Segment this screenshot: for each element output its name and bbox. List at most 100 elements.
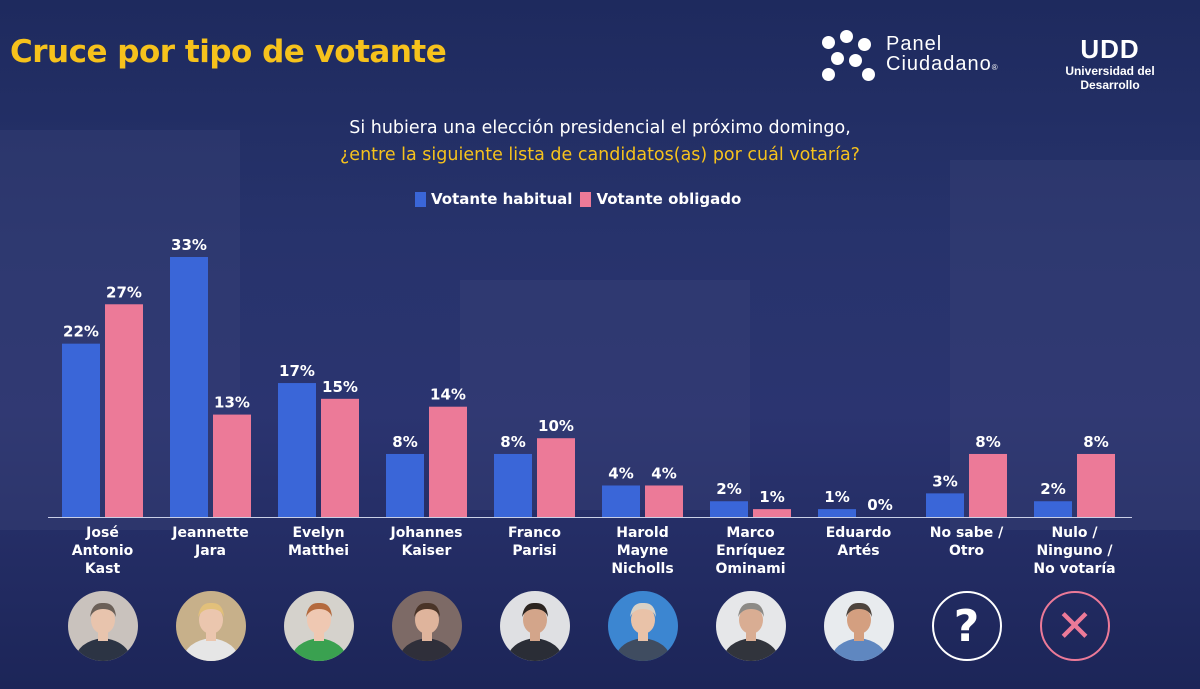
bar-habitual — [278, 383, 316, 517]
bar-habitual — [710, 501, 748, 517]
category-label: Marco — [726, 525, 775, 541]
avatar-meo — [715, 591, 786, 661]
data-label-habitual: 22% — [63, 323, 99, 341]
panel-ciudadano-logo: Panel Ciudadano® — [822, 30, 999, 82]
category-label: Johannes — [389, 525, 462, 541]
legend-swatch-habitual — [415, 191, 426, 207]
brand-panel-line1: Panel — [886, 33, 943, 55]
chart-legend: Votante habitual Votante obligado — [415, 190, 749, 208]
portrait-icon — [289, 602, 348, 661]
data-label-obligado: 13% — [214, 394, 250, 412]
data-label-obligado: 14% — [430, 386, 466, 404]
avatar-matthei — [283, 591, 354, 661]
category-label: Ominami — [715, 561, 785, 577]
question-line2: ¿entre la siguiente lista de candidatos(… — [340, 145, 860, 165]
bar-obligado — [1077, 453, 1115, 517]
brand-panel-line2: Ciudadano — [886, 53, 992, 75]
bar-habitual — [818, 509, 856, 517]
category-label: José — [85, 525, 119, 541]
bar-habitual — [926, 493, 964, 517]
bar-habitual — [62, 343, 100, 517]
category-label: Mayne — [617, 543, 669, 559]
data-label-obligado: 27% — [106, 283, 142, 301]
panel-ciudadano-dots-icon — [822, 30, 880, 82]
category-label: Franco — [508, 525, 561, 541]
category-label: Nulo / — [1051, 525, 1098, 541]
bar-habitual — [602, 485, 640, 517]
category-label: Jeannette — [171, 525, 248, 541]
category-label: Eduardo — [826, 525, 892, 541]
data-label-obligado: 15% — [322, 378, 358, 396]
bar-habitual — [494, 453, 532, 517]
avatar-parisi — [499, 591, 570, 661]
data-label-obligado: 1% — [759, 488, 784, 506]
category-label: No sabe / — [930, 525, 1004, 541]
avatar-kast — [67, 591, 138, 661]
bar-obligado — [429, 406, 467, 517]
bar-obligado — [105, 304, 143, 517]
avatar-mayne — [607, 591, 678, 661]
data-label-obligado: 4% — [651, 464, 676, 482]
udd-name: Universidad del Desarrollo — [1065, 64, 1155, 92]
category-label: Harold — [616, 525, 669, 541]
category-label: Enríquez — [716, 543, 785, 559]
bar-obligado — [969, 453, 1007, 517]
category-label: Kaiser — [402, 543, 452, 559]
page-title: Cruce por tipo de votante — [10, 34, 447, 70]
data-label-obligado: 8% — [1083, 433, 1108, 451]
question-line1: Si hubiera una elección presidencial el … — [349, 118, 851, 138]
udd-mark: UDD — [1080, 34, 1140, 64]
bar-habitual — [170, 257, 208, 517]
category-label: Parisi — [512, 543, 556, 559]
category-label: Antonio — [72, 543, 134, 559]
data-label-habitual: 1% — [824, 488, 849, 506]
category-label: Ninguno / — [1036, 543, 1113, 559]
portrait-icon — [397, 602, 456, 661]
portrait-icon — [613, 602, 672, 661]
bar-habitual — [386, 453, 424, 517]
legend-label-habitual: Votante habitual — [431, 190, 573, 208]
category-label: Artés — [837, 543, 879, 559]
bar-obligado — [537, 438, 575, 517]
data-label-habitual: 2% — [716, 480, 741, 498]
category-label: No votaría — [1033, 561, 1115, 577]
data-label-habitual: 8% — [500, 433, 525, 451]
udd-logo: UDD Universidad del Desarrollo — [1035, 36, 1185, 92]
legend-label-obligado: Votante obligado — [596, 190, 742, 208]
data-label-obligado: 8% — [975, 433, 1000, 451]
portrait-icon — [505, 602, 564, 661]
category-label: Evelyn — [292, 525, 344, 541]
portrait-icon — [721, 602, 780, 661]
avatar-kaiser — [391, 591, 462, 661]
data-label-habitual: 2% — [1040, 480, 1065, 498]
portrait-icon — [73, 602, 132, 661]
category-label: Jara — [194, 543, 226, 559]
data-label-obligado: 0% — [867, 496, 892, 514]
avatar-nulo: ✕ — [1039, 591, 1110, 661]
category-label: Otro — [949, 543, 984, 559]
legend-swatch-obligado — [580, 191, 592, 207]
category-label: Nicholls — [611, 561, 673, 577]
data-label-habitual: 33% — [171, 236, 207, 254]
data-label-habitual: 8% — [392, 433, 417, 451]
brand-panel-mark: ® — [991, 63, 999, 72]
avatar-artes — [823, 591, 894, 661]
portrait-icon — [829, 602, 888, 661]
bar-obligado — [321, 398, 359, 517]
portrait-icon — [181, 602, 240, 661]
bar-obligado — [645, 485, 683, 517]
data-label-habitual: 3% — [932, 472, 957, 490]
avatar-jara — [175, 591, 246, 661]
legend-item-habitual: Votante habitual — [415, 190, 572, 208]
bar-habitual — [1034, 501, 1072, 517]
bar-obligado — [213, 414, 251, 517]
avatar-no-sabe: ? — [931, 591, 1002, 661]
data-label-obligado: 10% — [538, 417, 574, 435]
legend-item-obligado: Votante obligado — [580, 190, 741, 208]
bar-obligado — [753, 509, 791, 517]
data-label-habitual: 4% — [608, 464, 633, 482]
data-label-habitual: 17% — [279, 362, 315, 380]
category-label: Kast — [85, 561, 121, 577]
